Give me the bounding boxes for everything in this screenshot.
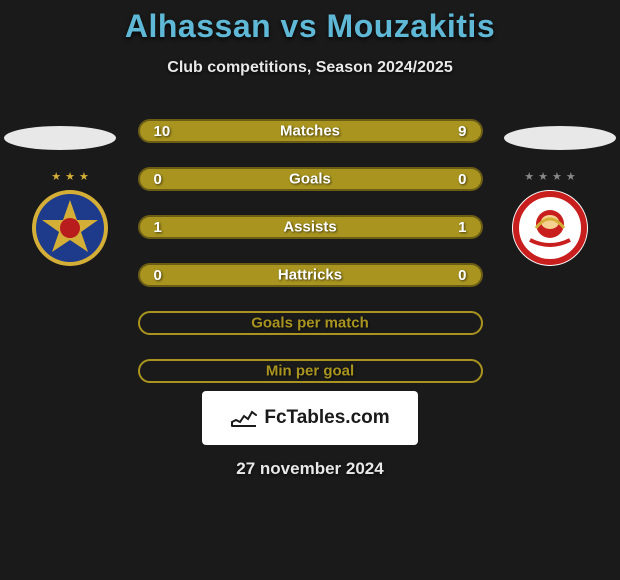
olympiacos-crest bbox=[500, 180, 600, 266]
fctables-label: FcTables.com bbox=[264, 407, 389, 429]
stat-label: Goals bbox=[289, 171, 331, 188]
stat-left: 1 bbox=[154, 219, 162, 236]
stat-left: 0 bbox=[154, 267, 162, 284]
fcsb-crest bbox=[20, 180, 120, 266]
stat-row-goals: 0 Goals 0 bbox=[138, 167, 483, 191]
stat-row-goals-per-match: Goals per match bbox=[138, 311, 483, 335]
fctables-badge[interactable]: FcTables.com bbox=[202, 391, 418, 445]
stat-row-assists: 1 Assists 1 bbox=[138, 215, 483, 239]
stat-right: 0 bbox=[458, 171, 466, 188]
stat-right: 9 bbox=[458, 123, 466, 140]
stat-label: Goals per match bbox=[251, 315, 369, 332]
decor-ellipse-left bbox=[4, 126, 116, 150]
stat-row-min-per-goal: Min per goal bbox=[138, 359, 483, 383]
stat-left: 10 bbox=[154, 123, 171, 140]
fctables-icon bbox=[230, 408, 258, 428]
stat-right: 1 bbox=[458, 219, 466, 236]
stat-label: Matches bbox=[280, 123, 340, 140]
stat-row-matches: 10 Matches 9 bbox=[138, 119, 483, 143]
decor-ellipse-right bbox=[504, 126, 616, 150]
page-title: Alhassan vs Mouzakitis bbox=[0, 8, 620, 45]
stat-label: Hattricks bbox=[278, 267, 342, 284]
stat-left: 0 bbox=[154, 171, 162, 188]
date-label: 27 november 2024 bbox=[0, 459, 620, 479]
stat-label: Min per goal bbox=[266, 363, 354, 380]
stat-row-hattricks: 0 Hattricks 0 bbox=[138, 263, 483, 287]
stat-label: Assists bbox=[283, 219, 336, 236]
stat-right: 0 bbox=[458, 267, 466, 284]
subtitle: Club competitions, Season 2024/2025 bbox=[0, 59, 620, 77]
